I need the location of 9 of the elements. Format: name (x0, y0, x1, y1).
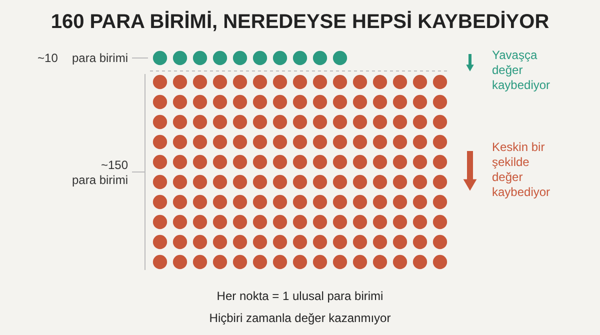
text: Yavaşça değer kaybediyor (492, 48, 550, 92)
data-label: ~150 (100, 158, 128, 172)
text: Hiçbiri zamanla değer kazanmıyor (209, 311, 391, 325)
category-label: para birimi (72, 173, 128, 187)
data-label: ~10 (38, 51, 58, 65)
category-label: para birimi (72, 51, 128, 65)
text: Her nokta = 1 ulusal para birimi (216, 289, 384, 303)
text: 160 PARA BİRİMİ, NEREDEYSE HEPSİ KAYBEDİYOR (50, 10, 550, 33)
text: Keskin bir şekilde değer kaybediyor (492, 140, 550, 199)
